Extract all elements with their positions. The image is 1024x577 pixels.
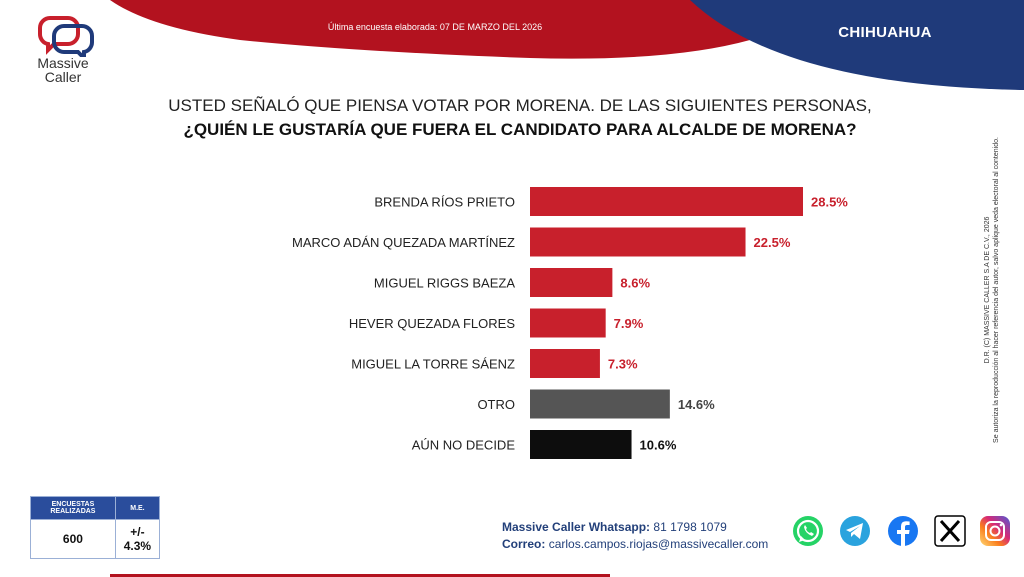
state-label: CHIHUAHUA xyxy=(838,24,932,41)
category-label: OTRO xyxy=(477,397,515,412)
footer-rule xyxy=(110,574,610,577)
whatsapp-contact: Massive Caller Whatsapp: 81 1798 1079 xyxy=(502,520,727,534)
surveys-header: ENCUESTAS REALIZADAS xyxy=(30,496,116,520)
legal-line1: D.R. (C) MASSIVE CALLER S.A DE C.V., 202… xyxy=(984,216,991,364)
bar xyxy=(530,389,670,419)
margin-error-header: M.E. xyxy=(114,496,161,520)
bar xyxy=(530,308,606,338)
facebook-icon[interactable] xyxy=(886,514,920,548)
email-label: Correo: xyxy=(502,537,546,551)
bar xyxy=(530,268,613,297)
value-label: 7.3% xyxy=(608,357,638,372)
bar xyxy=(530,349,600,378)
bar-chart: BRENDA RÍOS PRIETO 28.5% MARCO ADÁN QUEZAD… xyxy=(292,187,848,459)
header-red-band xyxy=(110,0,750,59)
value-label: 7.9% xyxy=(614,316,644,331)
instagram-icon[interactable] xyxy=(978,514,1012,548)
bar xyxy=(530,187,803,216)
category-label: MIGUEL RIGGS BAEZA xyxy=(374,276,515,291)
category-label: HEVER QUEZADA FLORES xyxy=(349,316,515,331)
header-blue-band xyxy=(690,0,1024,90)
email-contact: Correo: carlos.campos.riojas@massivecall… xyxy=(502,537,768,551)
survey-stats-table: ENCUESTAS REALIZADAS M.E. 600 +/- 4.3% xyxy=(30,496,161,559)
question-line1: USTED SEÑALÓ QUE PIENSA VOTAR POR MORENA… xyxy=(168,96,872,115)
brand-name-line2: Caller xyxy=(44,69,82,85)
bar xyxy=(530,227,746,257)
value-label: 14.6% xyxy=(678,397,715,412)
massive-caller-logo-icon xyxy=(38,16,94,57)
survey-date: Última encuesta elaborada: 07 DE MARZO D… xyxy=(327,22,543,32)
legal-line2: Se autoriza la reproducción al hacer ref… xyxy=(993,137,1000,443)
whatsapp-label: Massive Caller Whatsapp: xyxy=(502,520,651,534)
value-label: 22.5% xyxy=(754,235,791,250)
question-line2: ¿QUIÉN LE GUSTARÍA QUE FUERA EL CANDIDAT… xyxy=(183,120,857,139)
brand-name-line1: Massive xyxy=(37,55,89,71)
category-label: BRENDA RÍOS PRIETO xyxy=(374,195,515,210)
surveys-value: 600 xyxy=(30,519,116,559)
bar xyxy=(530,430,632,459)
value-label: 28.5% xyxy=(811,195,848,210)
value-label: 8.6% xyxy=(620,276,650,291)
whatsapp-icon[interactable] xyxy=(791,514,825,548)
legal-notice: D.R. (C) MASSIVE CALLER S.A DE C.V., 202… xyxy=(983,100,1023,480)
whatsapp-number[interactable]: 81 1798 1079 xyxy=(653,520,727,534)
category-label: MIGUEL LA TORRE SÁENZ xyxy=(351,357,515,372)
telegram-icon[interactable] xyxy=(838,514,872,548)
category-label: MARCO ADÁN QUEZADA MARTÍNEZ xyxy=(292,235,515,250)
category-label: AÚN NO DECIDE xyxy=(412,438,516,453)
value-label: 10.6% xyxy=(640,438,677,453)
email-address[interactable]: carlos.campos.riojas@massivecaller.com xyxy=(548,537,769,551)
margin-error-value: +/- 4.3% xyxy=(114,519,161,559)
x-icon[interactable] xyxy=(933,514,967,548)
